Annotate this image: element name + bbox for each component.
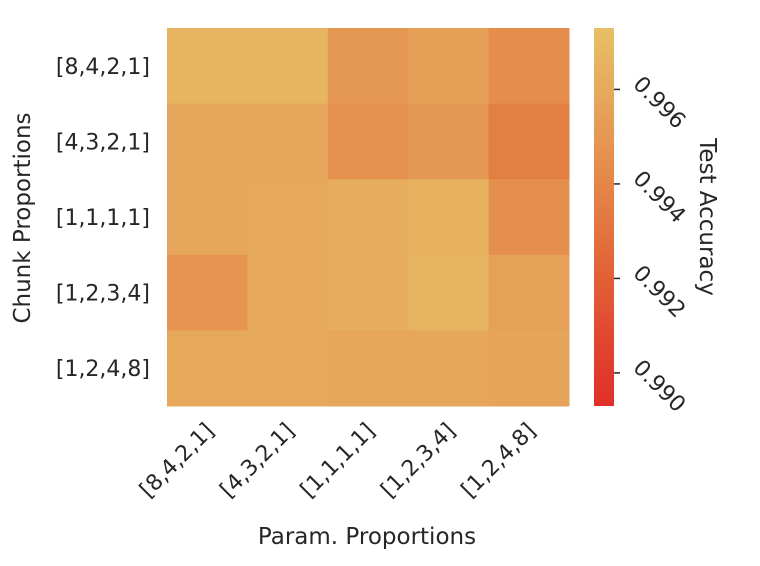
y-tick-label: [4,3,2,1] [56, 130, 150, 155]
colorbar-tick-label: 0.990 [628, 355, 690, 417]
x-tick-label: [1,1,1,1] [296, 419, 380, 503]
heatmap-cell [327, 330, 409, 407]
heatmap-cell [327, 103, 409, 180]
colorbar-ticks: 0.990 0.992 0.994 0.996 [614, 72, 690, 418]
heatmap-cell [327, 254, 409, 331]
heatmap-cell [408, 330, 490, 407]
y-tick-label: [1,2,4,8] [56, 357, 150, 382]
heatmap-cell [327, 28, 409, 105]
heatmap-cell [488, 28, 570, 105]
x-tick-label: [1,2,3,4] [376, 419, 460, 503]
colorbar-tick-label: 0.996 [628, 72, 690, 134]
colorbar-label: Test Accuracy [694, 137, 720, 296]
heatmap-cell [167, 103, 248, 180]
colorbar-tick-label: 0.994 [628, 166, 690, 228]
heatmap-cell [167, 254, 248, 331]
y-tick-label: [1,2,3,4] [56, 282, 150, 307]
x-tick-labels: [8,4,2,1][4,3,2,1][1,1,1,1][1,2,3,4][1,2… [135, 419, 541, 503]
heatmap-cell [488, 254, 570, 331]
heatmap-cell [167, 179, 248, 256]
heatmap-cell [247, 179, 329, 256]
heatmap-cell [488, 330, 570, 407]
heatmap-cell [327, 179, 409, 256]
y-tick-label: [8,4,2,1] [56, 55, 150, 80]
x-tick-label: [4,3,2,1] [216, 419, 300, 503]
x-tick-label: [8,4,2,1] [135, 419, 219, 503]
heatmap-cell [167, 330, 248, 407]
heatmap-cell [247, 330, 329, 407]
colorbar-tick-label: 0.992 [628, 261, 690, 323]
y-axis-label: Chunk Proportions [10, 112, 36, 323]
heatmap-cell [408, 254, 490, 331]
heatmap-cell [167, 28, 248, 105]
heatmap-cell [247, 103, 329, 180]
colorbar [594, 28, 614, 406]
y-tick-labels: [8,4,2,1] [4,3,2,1] [1,1,1,1] [1,2,3,4] [1,2… [56, 55, 150, 382]
heatmap-cells [167, 28, 570, 407]
heatmap-cell [488, 103, 570, 180]
heatmap-cell [247, 254, 329, 331]
heatmap-cell [408, 28, 490, 105]
heatmap-cell [408, 103, 490, 180]
heatmap-cell [408, 179, 490, 256]
x-axis-label: Param. Proportions [258, 524, 476, 550]
x-tick-label: [1,2,4,8] [457, 419, 541, 503]
heatmap-cell [247, 28, 329, 105]
y-tick-label: [1,1,1,1] [56, 206, 150, 231]
heatmap-cell [488, 179, 570, 256]
